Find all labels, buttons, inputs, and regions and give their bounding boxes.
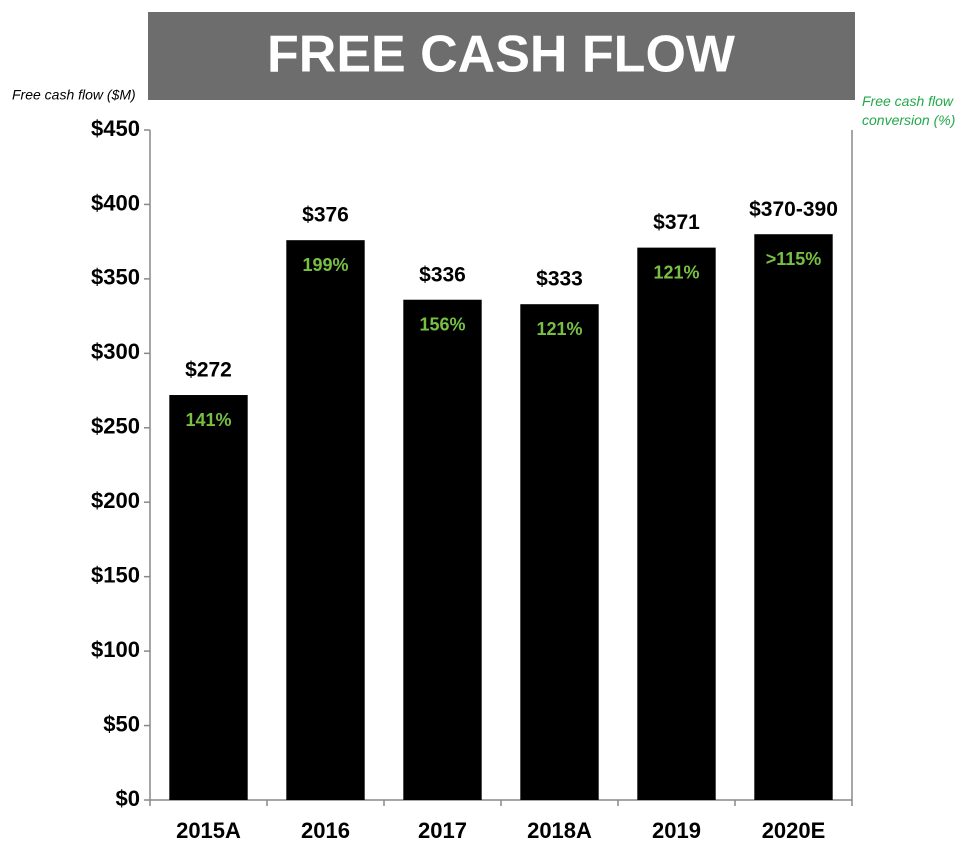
y-tick-label: $450 — [91, 116, 140, 141]
y-tick-label: $350 — [91, 265, 140, 290]
value-label: $272 — [185, 359, 232, 382]
x-tick-label: 2015A — [176, 818, 241, 843]
y-tick-label: $200 — [91, 488, 140, 513]
bar — [286, 240, 365, 800]
conversion-label: 156% — [419, 314, 465, 334]
conversion-label: 121% — [536, 319, 582, 339]
title-banner — [148, 12, 855, 100]
conversion-label: 199% — [302, 255, 348, 275]
y2-axis-label: Free cash flow conversion (%) — [862, 93, 956, 128]
bar — [754, 234, 833, 800]
y-axis-label: Free cash flow ($M) — [12, 87, 136, 103]
y-tick-label: $0 — [116, 786, 140, 811]
x-tick-label: 2019 — [652, 818, 701, 843]
y-tick-label: $50 — [103, 711, 140, 736]
y-tick-label: $100 — [91, 637, 140, 662]
bar — [520, 304, 599, 800]
x-tick-label: 2020E — [762, 818, 826, 843]
conversion-label: >115% — [766, 249, 822, 269]
y-tick-label: $150 — [91, 562, 140, 587]
x-tick-label: 2016 — [301, 818, 350, 843]
x-tick-label: 2017 — [418, 818, 467, 843]
conversion-label: 141% — [185, 410, 231, 430]
value-label: $370-390 — [749, 198, 838, 221]
y-tick-label: $400 — [91, 190, 140, 215]
value-label: $371 — [653, 211, 700, 234]
x-tick-label: 2018A — [527, 818, 592, 843]
y-tick-label: $300 — [91, 339, 140, 364]
value-label: $333 — [536, 268, 583, 291]
value-label: $336 — [419, 263, 466, 286]
bar — [403, 299, 482, 800]
conversion-label: 121% — [653, 262, 699, 282]
value-label: $376 — [302, 204, 349, 227]
chart-title: FREE CASH FLOW — [267, 26, 736, 84]
bar — [637, 247, 716, 801]
y-tick-label: $250 — [91, 414, 140, 439]
bar — [169, 395, 248, 800]
